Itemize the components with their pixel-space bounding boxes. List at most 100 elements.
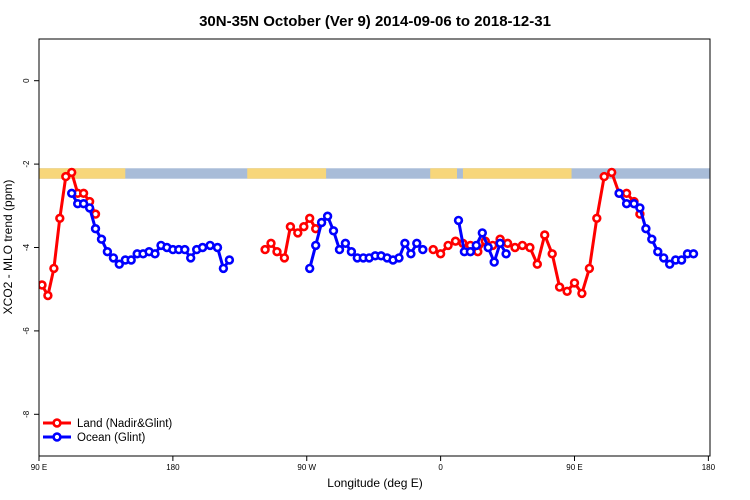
series-ocean-point	[102, 247, 113, 257]
series-land-point	[293, 228, 303, 238]
chart-title: 30N-35N October (Ver 9) 2014-09-06 to 20…	[199, 13, 551, 30]
series-ocean-point	[108, 253, 119, 263]
series-ocean-point	[224, 255, 235, 265]
series-land-point	[577, 288, 587, 299]
series-land-point	[299, 222, 309, 232]
land-band-segment	[247, 168, 327, 179]
series-ocean-point	[641, 224, 651, 234]
series-land-point	[78, 188, 89, 199]
series-ocean-point	[471, 240, 481, 251]
series-ocean-point	[465, 247, 476, 257]
series-ocean-point	[406, 249, 416, 259]
ocean-band	[39, 168, 710, 179]
series-layer	[39, 167, 699, 301]
series-land-point	[562, 286, 572, 296]
series-ocean-point	[126, 255, 136, 265]
series-land-point	[539, 230, 550, 240]
series-ocean-point	[96, 234, 107, 244]
series-land-point	[599, 171, 609, 182]
series-ocean-point	[66, 188, 77, 199]
series-ocean-point	[114, 259, 125, 269]
y-axis: 0 -2 -4 -6 -8	[22, 78, 39, 418]
series-land-point	[606, 167, 617, 178]
series-land-point	[525, 242, 535, 253]
series-land-point	[532, 259, 542, 269]
series-ocean-point	[400, 238, 410, 249]
series-ocean-point	[316, 217, 327, 228]
land-band-segment	[430, 168, 457, 179]
landmask-band	[39, 168, 710, 179]
series-ocean-point	[489, 257, 499, 267]
legend-item-land: Land (Nadir&Glint)	[43, 418, 172, 430]
legend: Land (Nadir&Glint) Ocean (Glint)	[43, 418, 172, 444]
series-ocean-point	[501, 249, 511, 259]
series-land-point	[450, 236, 461, 246]
series-ocean-point	[653, 247, 663, 257]
series-land-point	[621, 188, 632, 199]
y-tick-label: -6	[22, 327, 31, 335]
legend-item-ocean: Ocean (Glint)	[43, 432, 146, 444]
x-tick-label: 180	[166, 463, 180, 472]
land-band-segment	[462, 168, 572, 179]
series-ocean-point	[477, 228, 487, 238]
series-land-point	[272, 247, 282, 257]
series-ocean-point	[483, 242, 493, 253]
series-ocean-point	[688, 249, 699, 259]
series-ocean-point	[621, 199, 632, 209]
y-tick-label: -8	[22, 410, 31, 418]
series-ocean-point	[328, 226, 339, 236]
series-land-point	[517, 240, 528, 251]
legend-label: Ocean (Glint)	[77, 432, 146, 444]
series-ocean-point	[212, 242, 223, 253]
x-axis: 90 E 180 90 W 0 90 E 180	[31, 456, 716, 472]
series-ocean-point	[340, 238, 351, 249]
series-land-point	[584, 263, 595, 274]
series-ocean-point	[78, 199, 89, 209]
series-land-point	[266, 238, 276, 249]
series-land-point	[428, 244, 438, 255]
series-ocean-point	[84, 203, 95, 213]
series-land-point	[305, 213, 315, 224]
plot-frame	[38, 38, 711, 457]
series-land-point	[66, 167, 77, 178]
land-band-segment	[39, 168, 126, 179]
series-land-point	[510, 242, 520, 253]
series-land-point	[61, 171, 71, 182]
series-land-point	[39, 280, 47, 290]
series-ocean-point	[150, 249, 160, 259]
legend-label: Land (Nadir&Glint)	[77, 418, 172, 430]
series-ocean-point	[629, 199, 639, 209]
series-ocean-point	[394, 253, 404, 263]
series-ocean-point	[346, 247, 357, 257]
series-ocean-point	[635, 203, 645, 213]
series-land	[39, 167, 645, 301]
series-land-line	[432, 170, 642, 295]
legend-swatch-marker	[52, 432, 62, 442]
series-ocean-point	[412, 238, 422, 249]
series-land-point	[279, 253, 290, 263]
series-ocean-point	[334, 244, 345, 255]
series-ocean-point	[305, 263, 315, 274]
series-ocean-point	[218, 263, 229, 274]
x-tick-label: 90 E	[31, 463, 47, 472]
series-land-point	[435, 249, 446, 259]
series-land-point	[554, 282, 565, 292]
y-tick-label: -4	[22, 243, 31, 251]
series-ocean-point	[614, 188, 624, 199]
series-ocean-point	[676, 255, 687, 265]
series-ocean-point	[495, 238, 505, 249]
series-ocean-point	[180, 244, 190, 255]
series-ocean-point	[664, 259, 675, 269]
series-ocean-point	[197, 242, 208, 253]
series-ocean-point	[311, 240, 321, 251]
series-ocean-point	[186, 253, 196, 263]
x-tick-label: 180	[702, 463, 716, 472]
series-land-point	[569, 278, 580, 288]
series-land-point	[547, 249, 557, 259]
x-tick-label: 0	[438, 463, 443, 472]
series-ocean-point	[322, 211, 333, 221]
series-land-point	[43, 290, 53, 301]
series-land-point	[260, 244, 270, 255]
x-axis-label: Longitude (deg E)	[327, 476, 422, 490]
